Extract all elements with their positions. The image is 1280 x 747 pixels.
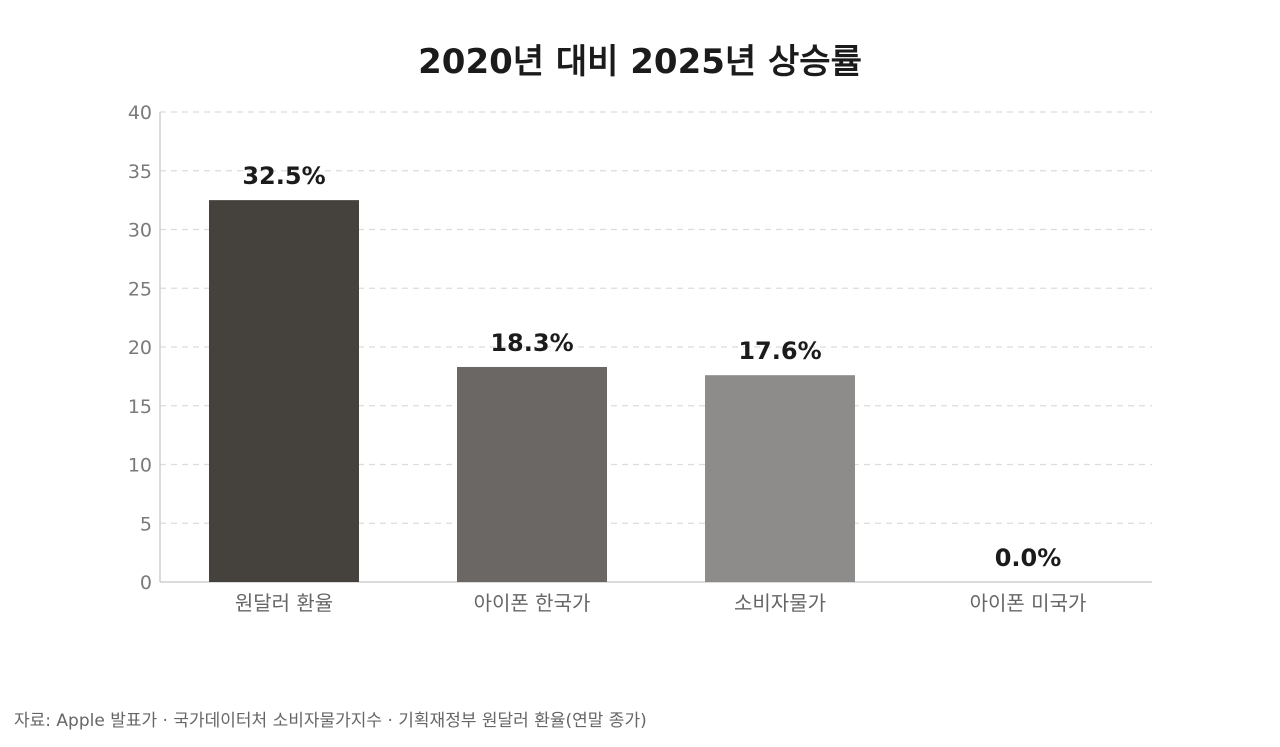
y-tick-label: 10 [128, 455, 152, 477]
data-label: 32.5% [242, 162, 325, 190]
data-label: 17.6% [738, 337, 821, 365]
x-category-label: 아이폰 미국가 [970, 591, 1087, 615]
x-category-label: 아이폰 한국가 [474, 591, 591, 615]
bar [457, 366, 607, 582]
y-tick-label: 30 [128, 220, 152, 242]
x-category-label: 소비자물가 [734, 591, 826, 615]
y-tick-label: 25 [128, 278, 152, 300]
bars [209, 200, 855, 582]
y-tick-label: 35 [128, 161, 152, 183]
bar [209, 200, 359, 582]
y-tick-label: 0 [140, 572, 152, 594]
bar [705, 375, 855, 582]
chart-title: 2020년 대비 2025년 상승률 [418, 42, 862, 82]
data-label: 18.3% [490, 329, 573, 357]
x-category-label: 원달러 환율 [235, 591, 333, 615]
y-tick-label: 15 [128, 396, 152, 418]
source-note: 자료: Apple 발표가 · 국가데이터처 소비자물가지수 · 기획재정부 원… [14, 711, 647, 731]
y-tick-label: 40 [128, 102, 152, 124]
y-tick-label: 20 [128, 337, 152, 359]
data-label: 0.0% [995, 544, 1062, 572]
y-tick-label: 5 [140, 513, 152, 535]
labels: 0 5 10 15 20 25 30 35 40 32.5% 원달러 환율 18.3% 아이폰 한국가 1… [128, 102, 1087, 615]
